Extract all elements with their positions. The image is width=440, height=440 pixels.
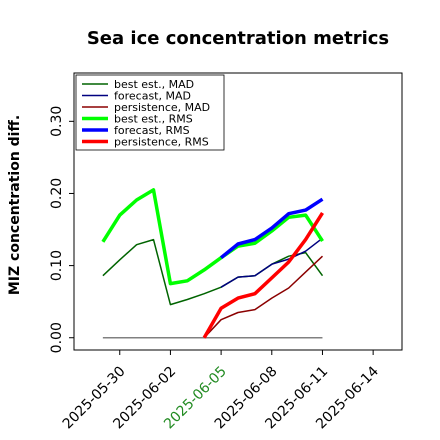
plot-frame [73,72,403,351]
legend-label: forecast, RMS [114,124,190,137]
legend-label: best est., RMS [114,113,193,126]
legend-box [75,74,225,151]
chart-title: Sea ice concentration metrics [87,28,389,49]
legend-label: persistence, MAD [114,101,210,114]
y-tick-label: 0.10 [49,250,65,281]
series-line [219,197,324,260]
y-tick-label: 0.20 [49,178,65,209]
legend-label: persistence, RMS [114,136,209,149]
series-line [102,238,324,306]
y-tick-label: 0.00 [49,322,65,353]
series-line [202,211,324,339]
series-line [101,188,324,286]
y-tick-label: 0.30 [49,106,65,137]
y-axis-label: MIZ concentration diff. [7,115,23,295]
series-line [203,255,324,339]
legend-label: forecast, MAD [114,90,191,103]
series-line [220,237,323,288]
legend-label: best est., MAD [114,78,194,91]
